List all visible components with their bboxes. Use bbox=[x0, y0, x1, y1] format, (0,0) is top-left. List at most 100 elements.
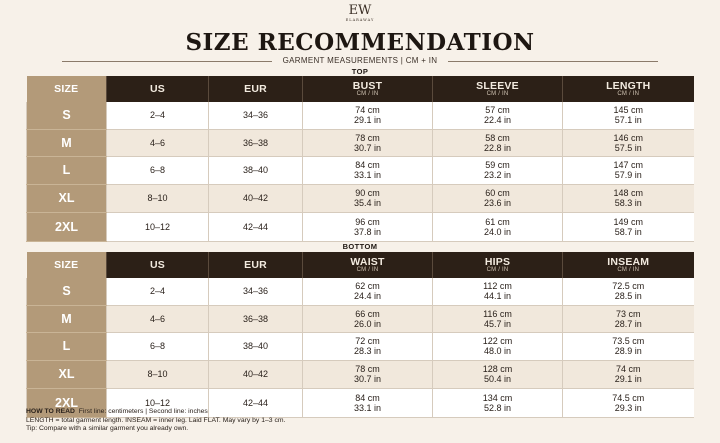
in-value: 29.1 in bbox=[353, 115, 382, 126]
measure-cell-2: 134 cm 52.8 in bbox=[432, 388, 563, 418]
measure-cell-2: 61 cm 24.0 in bbox=[432, 212, 563, 242]
cm-value: 96 cm bbox=[355, 216, 380, 227]
us-cell: 10–12 bbox=[106, 388, 209, 418]
measure-cell-1: 84 cm 33.1 in bbox=[302, 156, 433, 185]
measure-cell-2: 122 cm 48.0 in bbox=[432, 332, 563, 361]
col-header-unit: CM / IN bbox=[486, 90, 509, 97]
eur-cell: 42–44 bbox=[208, 212, 303, 242]
in-value: 57.9 in bbox=[614, 170, 642, 180]
col-header-us: US bbox=[106, 76, 209, 102]
brand-monogram: EW bbox=[348, 3, 372, 18]
cm-value: 59 cm bbox=[485, 160, 510, 170]
in-value: 28.3 in bbox=[353, 346, 382, 356]
measure-cell-3: 73.5 cm 28.9 in bbox=[562, 332, 694, 361]
cm-value: 61 cm bbox=[485, 216, 510, 227]
in-value: 35.4 in bbox=[353, 198, 382, 208]
cm-value: 116 cm bbox=[483, 308, 512, 319]
col-header-unit: CM / IN bbox=[617, 266, 640, 273]
us-cell: 8–10 bbox=[106, 184, 209, 213]
measure-cell-1: 84 cm 33.1 in bbox=[302, 388, 433, 418]
cm-value: 60 cm bbox=[485, 188, 510, 198]
in-value: 33.1 in bbox=[353, 402, 382, 413]
cm-value: 74 cm bbox=[615, 364, 641, 374]
measure-cell-2: 116 cm 45.7 in bbox=[432, 305, 563, 333]
cm-value: 66 cm bbox=[355, 308, 380, 319]
size-table-top: SIZE US EUR BUST CM / IN SLEEVE CM / IN LE… bbox=[26, 76, 694, 242]
measure-cell-3: 147 cm 57.9 in bbox=[562, 156, 694, 185]
in-value: 58.3 in bbox=[614, 198, 642, 208]
measure-cell-1: 78 cm 30.7 in bbox=[302, 360, 433, 389]
cm-value: 145 cm bbox=[613, 105, 643, 116]
col-header-length: LENGTH CM / IN bbox=[562, 76, 694, 102]
table-header-row: SIZE US EUR BUST CM / IN SLEEVE CM / IN LE… bbox=[26, 76, 694, 102]
in-value: 28.5 in bbox=[614, 291, 642, 302]
table-header-row: SIZE US EUR WAIST CM / IN HIPS CM / IN INS… bbox=[26, 252, 694, 278]
measure-cell-3: 146 cm 57.5 in bbox=[562, 129, 694, 157]
size-cell: XL bbox=[26, 360, 107, 389]
cm-value: 72 cm bbox=[355, 336, 380, 346]
col-header-waist: WAIST CM / IN bbox=[302, 252, 433, 278]
measure-cell-3: 74 cm 29.1 in bbox=[562, 360, 694, 389]
col-header-bust-label: BUST bbox=[352, 79, 383, 92]
subtitle-row: GARMENT MEASUREMENTS | CM + IN bbox=[0, 55, 720, 67]
measure-cell-3: 74.5 cm 29.3 in bbox=[562, 388, 694, 418]
us-cell: 10–12 bbox=[106, 212, 209, 242]
footer-how-to-read: HOW TO READ First line: centimeters | Se… bbox=[26, 408, 696, 417]
in-value: 22.4 in bbox=[483, 115, 512, 126]
in-value: 24.4 in bbox=[353, 291, 382, 302]
col-header-unit: CM / IN bbox=[486, 266, 509, 273]
cm-value: 84 cm bbox=[355, 160, 380, 170]
col-header-sleeve: SLEEVE CM / IN bbox=[432, 76, 563, 102]
col-header-size: SIZE bbox=[26, 252, 107, 278]
table-row: S 2–4 34–36 62 cm 24.4 in 112 cm 44.1 in 72.5 c… bbox=[26, 278, 694, 306]
in-value: 45.7 in bbox=[483, 318, 512, 329]
size-cell: S bbox=[26, 278, 107, 306]
col-header-sleeve-label: SLEEVE bbox=[476, 79, 519, 92]
in-value: 57.5 in bbox=[614, 142, 642, 153]
cm-value: 78 cm bbox=[355, 364, 380, 374]
cm-value: 57 cm bbox=[485, 105, 510, 116]
measure-cell-2: 128 cm 50.4 in bbox=[432, 360, 563, 389]
measure-cell-2: 112 cm 44.1 in bbox=[432, 278, 563, 306]
eur-cell: 36–38 bbox=[208, 305, 303, 333]
cm-value: 90 cm bbox=[355, 188, 380, 198]
col-header-inseam: INSEAM CM / IN bbox=[562, 252, 694, 278]
table-row: 2XL 10–12 42–44 84 cm 33.1 in 134 cm 52.8 in 74… bbox=[26, 388, 694, 418]
in-value: 37.8 in bbox=[353, 226, 382, 237]
in-value: 28.7 in bbox=[614, 318, 642, 329]
cm-value: 148 cm bbox=[613, 188, 643, 198]
size-cell: L bbox=[26, 332, 107, 361]
measure-cell-2: 57 cm 22.4 in bbox=[432, 102, 563, 130]
measure-cell-3: 145 cm 57.1 in bbox=[562, 102, 694, 130]
table-row: 2XL 10–12 42–44 96 cm 37.8 in 61 cm 24.0 in 149… bbox=[26, 212, 694, 242]
measure-cell-1: 96 cm 37.8 in bbox=[302, 212, 433, 242]
cm-value: 122 cm bbox=[482, 336, 513, 346]
us-cell: 2–4 bbox=[106, 278, 209, 306]
measure-cell-2: 59 cm 23.2 in bbox=[432, 156, 563, 185]
footer-notes: HOW TO READ First line: centimeters | Se… bbox=[26, 408, 696, 434]
table-row: L 6–8 38–40 72 cm 28.3 in 122 cm 48.0 in 73.5 c… bbox=[26, 332, 694, 361]
col-header-inseam-label: INSEAM bbox=[607, 255, 650, 268]
measure-cell-1: 62 cm 24.4 in bbox=[302, 278, 433, 306]
eur-cell: 42–44 bbox=[208, 388, 303, 418]
brand-name: ELARAWAY bbox=[345, 18, 375, 22]
in-value: 29.3 in bbox=[614, 402, 642, 413]
cm-value: 74 cm bbox=[355, 105, 380, 116]
size-table-bottom: SIZE US EUR WAIST CM / IN HIPS CM / IN INS… bbox=[26, 252, 694, 418]
table-row: L 6–8 38–40 84 cm 33.1 in 59 cm 23.2 in 147 cm 5… bbox=[26, 156, 694, 185]
in-value: 24.0 in bbox=[483, 226, 512, 237]
brand-logo: EW ELARAWAY bbox=[0, 3, 720, 23]
cm-value: 74.5 cm bbox=[612, 392, 645, 403]
size-cell: XL bbox=[26, 184, 107, 213]
in-value: 23.6 in bbox=[483, 198, 512, 208]
eur-cell: 34–36 bbox=[208, 278, 303, 306]
measure-cell-1: 66 cm 26.0 in bbox=[302, 305, 433, 333]
cm-value: 128 cm bbox=[482, 364, 513, 374]
subtitle-divider-right bbox=[448, 61, 658, 62]
us-cell: 6–8 bbox=[106, 156, 209, 185]
footer-how-label: HOW TO READ bbox=[26, 408, 75, 415]
cm-value: 62 cm bbox=[355, 281, 380, 292]
col-header-unit: CM / IN bbox=[356, 90, 379, 97]
in-value: 26.0 in bbox=[353, 318, 382, 329]
eur-cell: 34–36 bbox=[208, 102, 303, 130]
